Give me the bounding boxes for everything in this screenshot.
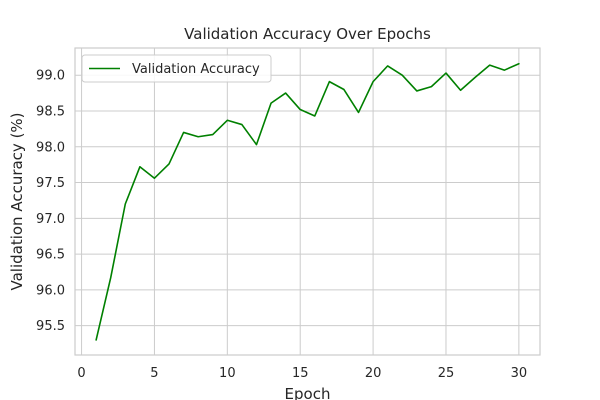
y-tick-label: 98.0 xyxy=(36,140,65,155)
y-tick-label: 95.5 xyxy=(36,319,65,334)
x-axis-label: Epoch xyxy=(285,385,331,400)
x-tick-label: 25 xyxy=(438,366,455,381)
x-axis-ticks: 0 5 10 15 20 25 30 xyxy=(77,366,527,381)
y-axis-label: Validation Accuracy (%) xyxy=(8,112,26,290)
legend: Validation Accuracy xyxy=(81,54,272,83)
y-tick-label: 97.5 xyxy=(36,176,65,191)
x-tick-label: 20 xyxy=(365,366,382,381)
legend-label-validation-accuracy: Validation Accuracy xyxy=(132,62,260,77)
chart-title: Validation Accuracy Over Epochs xyxy=(184,25,431,43)
x-tick-label: 0 xyxy=(77,366,85,381)
x-tick-label: 30 xyxy=(511,366,528,381)
plot-frame xyxy=(74,47,541,356)
x-tick-label: 10 xyxy=(219,366,236,381)
series-line-validation-accuracy xyxy=(95,62,520,341)
legend-box xyxy=(81,54,272,83)
x-tick-label: 5 xyxy=(150,366,158,381)
y-tick-label: 98.5 xyxy=(36,104,65,119)
y-tick-label: 99.0 xyxy=(36,69,65,84)
y-tick-label: 96.5 xyxy=(36,248,65,263)
plot-area xyxy=(75,48,540,355)
y-tick-label: 97.0 xyxy=(36,212,65,227)
y-axis-ticks: 95.5 96.0 96.5 97.0 97.5 98.0 98.5 99.0 xyxy=(36,69,65,334)
x-tick-label: 15 xyxy=(292,366,309,381)
y-tick-label: 96.0 xyxy=(36,283,65,298)
gridlines xyxy=(75,48,540,355)
